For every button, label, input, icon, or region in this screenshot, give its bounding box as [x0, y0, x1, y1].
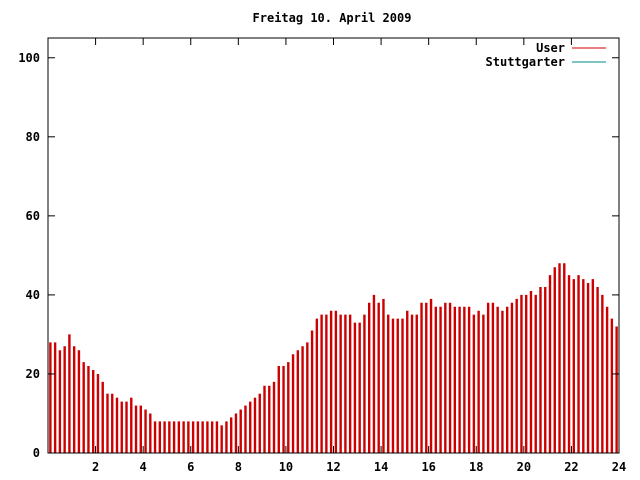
plot-frame	[47, 37, 620, 454]
y-tick-label: 80	[26, 130, 40, 144]
legend-label-user: User	[536, 41, 565, 55]
y-tick-label: 60	[26, 209, 40, 223]
y-axis: 0 20 40 60 80 100	[18, 51, 619, 460]
y-tick-label: 100	[18, 51, 40, 65]
x-tick-label: 4	[140, 460, 147, 474]
x-tick-label: 10	[279, 460, 293, 474]
y-tick-label: 0	[33, 446, 40, 460]
x-tick-label: 22	[564, 460, 578, 474]
legend: User Stuttgarter	[486, 41, 606, 69]
x-tick-label: 12	[326, 460, 340, 474]
x-tick-label: 16	[421, 460, 435, 474]
x-tick-label: 24	[612, 460, 626, 474]
x-axis: 2 4 6 8 10 12 14 16 18 20 22 24	[92, 38, 626, 474]
legend-label-stuttgarter: Stuttgarter	[486, 55, 565, 69]
y-tick-label: 20	[26, 367, 40, 381]
x-tick-label: 20	[517, 460, 531, 474]
x-tick-label: 8	[235, 460, 242, 474]
bars	[49, 263, 618, 453]
x-tick-label: 14	[374, 460, 388, 474]
x-tick-label: 6	[187, 460, 194, 474]
y-tick-label: 40	[26, 288, 40, 302]
x-tick-label: 2	[92, 460, 99, 474]
chart-title: Freitag 10. April 2009	[253, 11, 412, 25]
x-tick-label: 18	[469, 460, 483, 474]
